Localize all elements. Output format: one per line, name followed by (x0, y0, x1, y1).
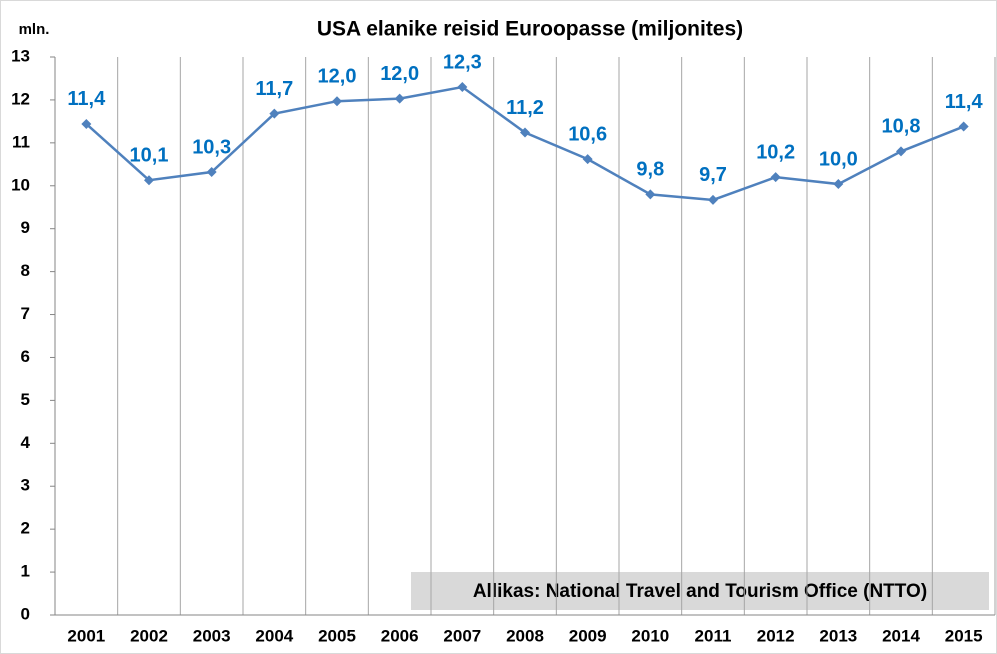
data-point (457, 82, 468, 93)
data-point (708, 194, 718, 205)
data-point (645, 189, 656, 200)
data-point (206, 167, 217, 178)
x-tick-label: 2009 (569, 626, 607, 645)
y-tick-label: 2 (21, 519, 30, 538)
y-tick-label: 5 (21, 390, 30, 409)
y-tick-label: 12 (11, 89, 30, 108)
data-label: 10,0 (819, 148, 858, 170)
y-tick-label: 10 (11, 175, 30, 194)
data-point (144, 175, 154, 186)
data-label: 12,0 (318, 65, 357, 87)
y-tick-label: 8 (21, 261, 30, 280)
data-label: 12,0 (380, 63, 419, 85)
data-label: 11,2 (506, 97, 544, 119)
data-point (958, 121, 969, 132)
data-point (332, 96, 342, 107)
y-tick-label: 11 (12, 132, 30, 151)
data-point (582, 154, 593, 165)
data-point (896, 146, 906, 157)
data-label: 11,7 (255, 78, 293, 100)
data-label: 12,3 (443, 51, 482, 73)
x-tick-label: 2011 (695, 626, 732, 645)
y-tick-label: 9 (21, 218, 30, 237)
x-tick-label: 2008 (506, 626, 544, 645)
x-tick-label: 2002 (130, 626, 168, 645)
y-tick-label: 3 (21, 476, 30, 495)
data-point (394, 93, 405, 104)
x-tick-label: 2015 (945, 626, 983, 645)
x-tick-label: 2001 (67, 626, 105, 645)
x-tick-label: 2010 (631, 626, 669, 645)
data-label: 10,2 (756, 141, 795, 163)
data-label: 10,3 (192, 136, 231, 158)
x-tick-label: 2007 (443, 626, 481, 645)
chart-title: USA elanike reisid Euroopasse (miljonite… (317, 18, 743, 41)
x-tick-label: 2012 (757, 626, 795, 645)
y-tick-label: 0 (21, 604, 30, 623)
data-point (81, 118, 92, 129)
y-tick-label: 1 (21, 562, 30, 581)
data-label: 11,4 (945, 91, 984, 113)
y-axis-label: mln. (19, 21, 50, 38)
annotation-box (411, 572, 989, 610)
x-tick-label: 2006 (381, 626, 419, 645)
data-point (770, 172, 781, 183)
x-tick-label: 2003 (193, 626, 231, 645)
data-point (269, 108, 280, 119)
data-label: 9,7 (699, 164, 727, 186)
x-tick-label: 2004 (255, 626, 293, 645)
annotation: Allikas: National Travel and Tourism Off… (473, 581, 927, 602)
y-tick-label: 6 (21, 347, 30, 366)
data-point (833, 179, 844, 190)
x-tick-label: 2014 (882, 626, 920, 645)
data-label: 10,8 (882, 116, 921, 138)
data-label: 10,6 (568, 123, 607, 145)
x-tick-label: 2013 (819, 626, 857, 645)
y-tick-label: 7 (21, 304, 30, 323)
x-tick-label: 2005 (318, 626, 356, 645)
data-label: 11,4 (67, 88, 106, 110)
y-tick-label: 13 (11, 46, 30, 65)
data-label: 10,1 (130, 144, 169, 166)
data-label: 9,8 (636, 159, 664, 181)
y-tick-label: 4 (21, 433, 31, 452)
data-point (520, 127, 530, 138)
